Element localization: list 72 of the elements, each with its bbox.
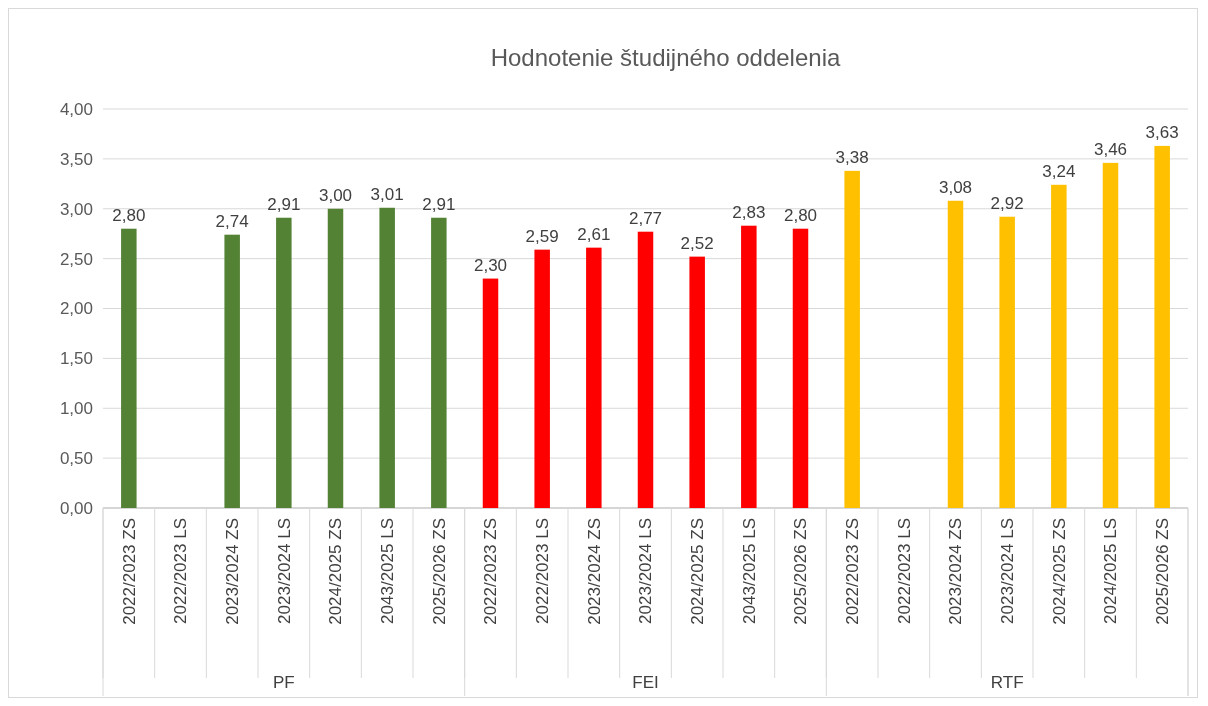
x-tick-label: 2024/2025 ZS — [326, 518, 346, 625]
x-tick-label: 2025/2026 ZS — [429, 518, 449, 625]
bar — [586, 247, 602, 508]
data-label: 3,63 — [1145, 122, 1179, 142]
data-label: 2,91 — [267, 194, 301, 214]
y-tick-label: 0,00 — [59, 498, 93, 518]
y-tick-label: 1,00 — [59, 399, 93, 419]
x-tick-label: 2023/2024 ZS — [223, 518, 243, 625]
y-tick-label: 3,00 — [59, 199, 93, 219]
data-label: 2,80 — [112, 205, 146, 225]
x-tick-label: 2022/2023 LS — [533, 518, 553, 624]
bar — [947, 200, 964, 508]
bar — [327, 208, 344, 508]
text: PF — [272, 673, 295, 692]
x-tick-label: 2024/2025 LS — [1101, 518, 1121, 624]
bar — [792, 228, 809, 508]
x-tick-label: 2024/2025 ZS — [1049, 518, 1069, 625]
x-tick-label: 2022/2023 ZS — [119, 518, 139, 625]
bar — [534, 249, 550, 508]
bar — [276, 217, 292, 508]
y-tick-label: 2,50 — [59, 249, 93, 269]
bar — [1154, 145, 1170, 508]
bar — [999, 216, 1015, 508]
data-label: 2,74 — [215, 211, 249, 231]
x-tick-label: 2043/2025 LS — [739, 518, 759, 624]
chart-title: Hodnotenie študijného oddelenia — [490, 44, 841, 71]
x-tick-label: 2022/2023 LS — [171, 518, 191, 624]
x-tick-label: 2023/2024 LS — [636, 518, 656, 624]
data-label: 2,91 — [422, 194, 456, 214]
y-tick-label: 4,00 — [59, 99, 93, 119]
x-tick-label: 2043/2025 LS — [378, 518, 398, 624]
data-label: 2,61 — [577, 224, 611, 244]
data-label: 2,92 — [990, 193, 1024, 213]
y-tick-label: 2,00 — [59, 299, 93, 319]
bar — [224, 234, 240, 508]
bar — [379, 207, 395, 508]
data-label: 3,00 — [318, 185, 353, 205]
bar — [637, 231, 654, 508]
data-label: 2,59 — [525, 226, 559, 246]
x-tick-label: 2023/2024 LS — [998, 518, 1018, 624]
data-label: 3,24 — [1042, 161, 1076, 181]
data-label: 3,46 — [1093, 139, 1128, 159]
x-tick-label: 2022/2023 ZS — [481, 518, 501, 625]
y-tick-label: 0,50 — [59, 449, 93, 469]
bar — [689, 256, 705, 508]
bar — [1051, 184, 1067, 508]
bar — [1102, 162, 1119, 508]
bar — [844, 170, 860, 508]
data-label: 2,83 — [732, 202, 766, 222]
text: FEI — [632, 673, 659, 692]
data-label: 3,38 — [835, 147, 869, 167]
x-tick-label: 2023/2024 ZS — [946, 518, 966, 625]
data-label: 2,77 — [628, 208, 663, 228]
bar — [431, 217, 447, 508]
x-tick-label: 2022/2023 ZS — [843, 518, 863, 625]
x-tick-label: 2024/2025 ZS — [688, 518, 708, 625]
x-tick-label: 2025/2026 ZS — [1153, 518, 1173, 625]
bar — [741, 225, 757, 508]
x-tick-label: 2022/2023 LS — [894, 518, 914, 624]
data-label: 2,80 — [783, 205, 818, 225]
x-tick-label: 2023/2024 LS — [274, 518, 294, 624]
data-label: 2,52 — [680, 233, 714, 253]
x-tick-label: 2025/2026 ZS — [791, 518, 811, 625]
text: RTF — [990, 673, 1024, 692]
y-tick-label: 1,50 — [59, 349, 93, 369]
bar — [482, 278, 499, 508]
y-tick-label: 3,50 — [59, 149, 93, 169]
data-label: 3,01 — [370, 184, 404, 204]
bar — [121, 228, 137, 508]
data-label: 3,08 — [938, 177, 973, 197]
x-tick-label: 2023/2024 ZS — [584, 518, 604, 625]
data-label: 2,30 — [473, 255, 508, 275]
